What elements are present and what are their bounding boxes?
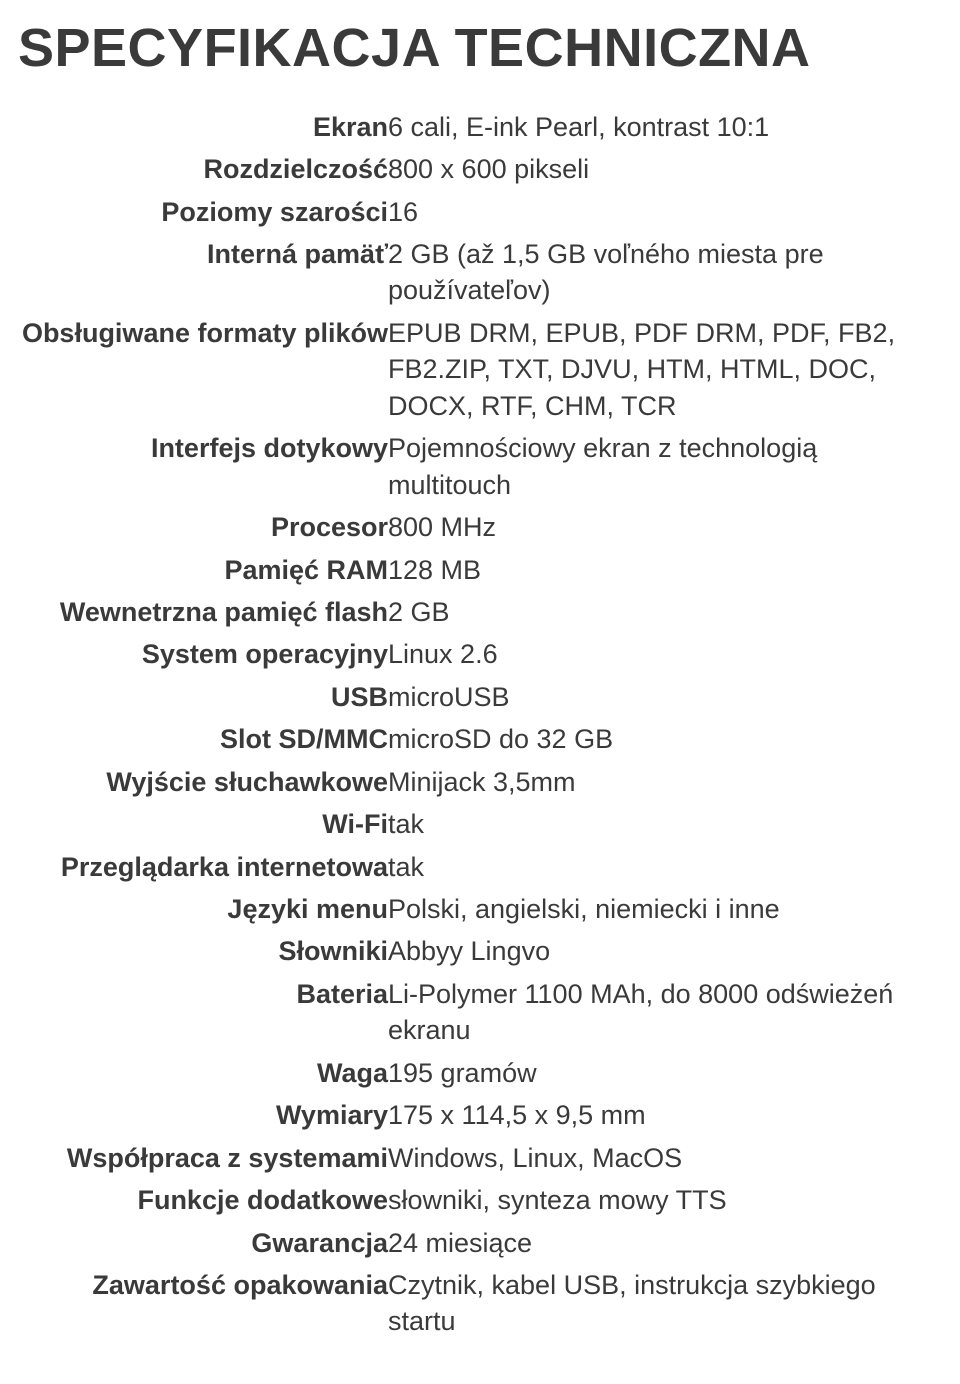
spec-row: Waga195 gramów <box>18 1053 932 1093</box>
spec-label: Gwarancja <box>18 1223 388 1263</box>
spec-value: tak <box>388 804 932 844</box>
spec-value: 16 <box>388 192 932 232</box>
spec-value: 24 miesiące <box>388 1223 932 1263</box>
spec-value: tak <box>388 847 932 887</box>
spec-row: Poziomy szarości16 <box>18 192 932 232</box>
spec-label: Wymiary <box>18 1095 388 1135</box>
spec-row: System operacyjnyLinux 2.6 <box>18 634 932 674</box>
spec-label: Języki menu <box>18 889 388 929</box>
spec-value: Pojemnościowy ekran z technologią multit… <box>388 428 932 505</box>
spec-label: Wewnetrzna pamięć flash <box>18 592 388 632</box>
spec-row: Zawartość opakowaniaCzytnik, kabel USB, … <box>18 1265 932 1342</box>
spec-value: Li-Polymer 1100 MAh, do 8000 odświeżeń e… <box>388 974 932 1051</box>
spec-value: Czytnik, kabel USB, instrukcja szybkiego… <box>388 1265 932 1342</box>
page-title: SPECYFIKACJA TECHNICZNA <box>18 20 932 77</box>
spec-label: Słowniki <box>18 931 388 971</box>
spec-label: Zawartość opakowania <box>18 1265 388 1342</box>
spec-label: Funkcje dodatkowe <box>18 1180 388 1220</box>
spec-row: Ekran6 cali, E-ink Pearl, kontrast 10:1 <box>18 107 932 147</box>
spec-row: Języki menuPolski, angielski, niemiecki … <box>18 889 932 929</box>
spec-value: 6 cali, E-ink Pearl, kontrast 10:1 <box>388 107 932 147</box>
spec-value: 800 x 600 pikseli <box>388 149 932 189</box>
spec-label: Wyjście słuchawkowe <box>18 762 388 802</box>
spec-label: Procesor <box>18 507 388 547</box>
spec-value: microSD do 32 GB <box>388 719 932 759</box>
spec-label: Obsługiwane formaty plików <box>18 313 388 426</box>
spec-value: Linux 2.6 <box>388 634 932 674</box>
spec-row: Przeglądarka internetowatak <box>18 847 932 887</box>
spec-row: Slot SD/MMCmicroSD do 32 GB <box>18 719 932 759</box>
spec-value: microUSB <box>388 677 932 717</box>
spec-row: BateriaLi-Polymer 1100 MAh, do 8000 odśw… <box>18 974 932 1051</box>
spec-label: Wi-Fi <box>18 804 388 844</box>
spec-row: Wymiary175 x 114,5 x 9,5 mm <box>18 1095 932 1135</box>
spec-value: 175 x 114,5 x 9,5 mm <box>388 1095 932 1135</box>
spec-table-body: Ekran6 cali, E-ink Pearl, kontrast 10:1R… <box>18 107 932 1342</box>
spec-label: System operacyjny <box>18 634 388 674</box>
spec-value: 2 GB <box>388 592 932 632</box>
spec-value: 800 MHz <box>388 507 932 547</box>
spec-label: Interná pamäť <box>18 234 388 311</box>
spec-row: Interná pamäť2 GB (až 1,5 GB voľného mie… <box>18 234 932 311</box>
spec-row: Funkcje dodatkowesłowniki, synteza mowy … <box>18 1180 932 1220</box>
spec-label: Poziomy szarości <box>18 192 388 232</box>
spec-value: Abbyy Lingvo <box>388 931 932 971</box>
spec-value: słowniki, synteza mowy TTS <box>388 1180 932 1220</box>
spec-value: 195 gramów <box>388 1053 932 1093</box>
spec-row: Obsługiwane formaty plikówEPUB DRM, EPUB… <box>18 313 932 426</box>
spec-row: USBmicroUSB <box>18 677 932 717</box>
spec-row: Wyjście słuchawkoweMinijack 3,5mm <box>18 762 932 802</box>
spec-value: Minijack 3,5mm <box>388 762 932 802</box>
spec-value: Polski, angielski, niemiecki i inne <box>388 889 932 929</box>
spec-table: Ekran6 cali, E-ink Pearl, kontrast 10:1R… <box>18 105 932 1344</box>
spec-label: Slot SD/MMC <box>18 719 388 759</box>
spec-value: EPUB DRM, EPUB, PDF DRM, PDF, FB2, FB2.Z… <box>388 313 932 426</box>
spec-row: SłownikiAbbyy Lingvo <box>18 931 932 971</box>
spec-label: Interfejs dotykowy <box>18 428 388 505</box>
spec-label: Współpraca z systemami <box>18 1138 388 1178</box>
spec-row: Procesor800 MHz <box>18 507 932 547</box>
spec-label: Waga <box>18 1053 388 1093</box>
spec-row: Pamięć RAM128 MB <box>18 550 932 590</box>
spec-label: USB <box>18 677 388 717</box>
spec-row: Gwarancja24 miesiące <box>18 1223 932 1263</box>
spec-value: 128 MB <box>388 550 932 590</box>
spec-row: Rozdzielczość800 x 600 pikseli <box>18 149 932 189</box>
spec-page: SPECYFIKACJA TECHNICZNA Ekran6 cali, E-i… <box>0 0 960 1384</box>
spec-label: Bateria <box>18 974 388 1051</box>
spec-label: Przeglądarka internetowa <box>18 847 388 887</box>
spec-label: Rozdzielczość <box>18 149 388 189</box>
spec-row: Wi-Fitak <box>18 804 932 844</box>
spec-label: Ekran <box>18 107 388 147</box>
spec-row: Interfejs dotykowyPojemnościowy ekran z … <box>18 428 932 505</box>
spec-row: Wewnetrzna pamięć flash2 GB <box>18 592 932 632</box>
spec-value: Windows, Linux, MacOS <box>388 1138 932 1178</box>
spec-label: Pamięć RAM <box>18 550 388 590</box>
spec-row: Współpraca z systemamiWindows, Linux, Ma… <box>18 1138 932 1178</box>
spec-value: 2 GB (až 1,5 GB voľného miesta pre použí… <box>388 234 932 311</box>
